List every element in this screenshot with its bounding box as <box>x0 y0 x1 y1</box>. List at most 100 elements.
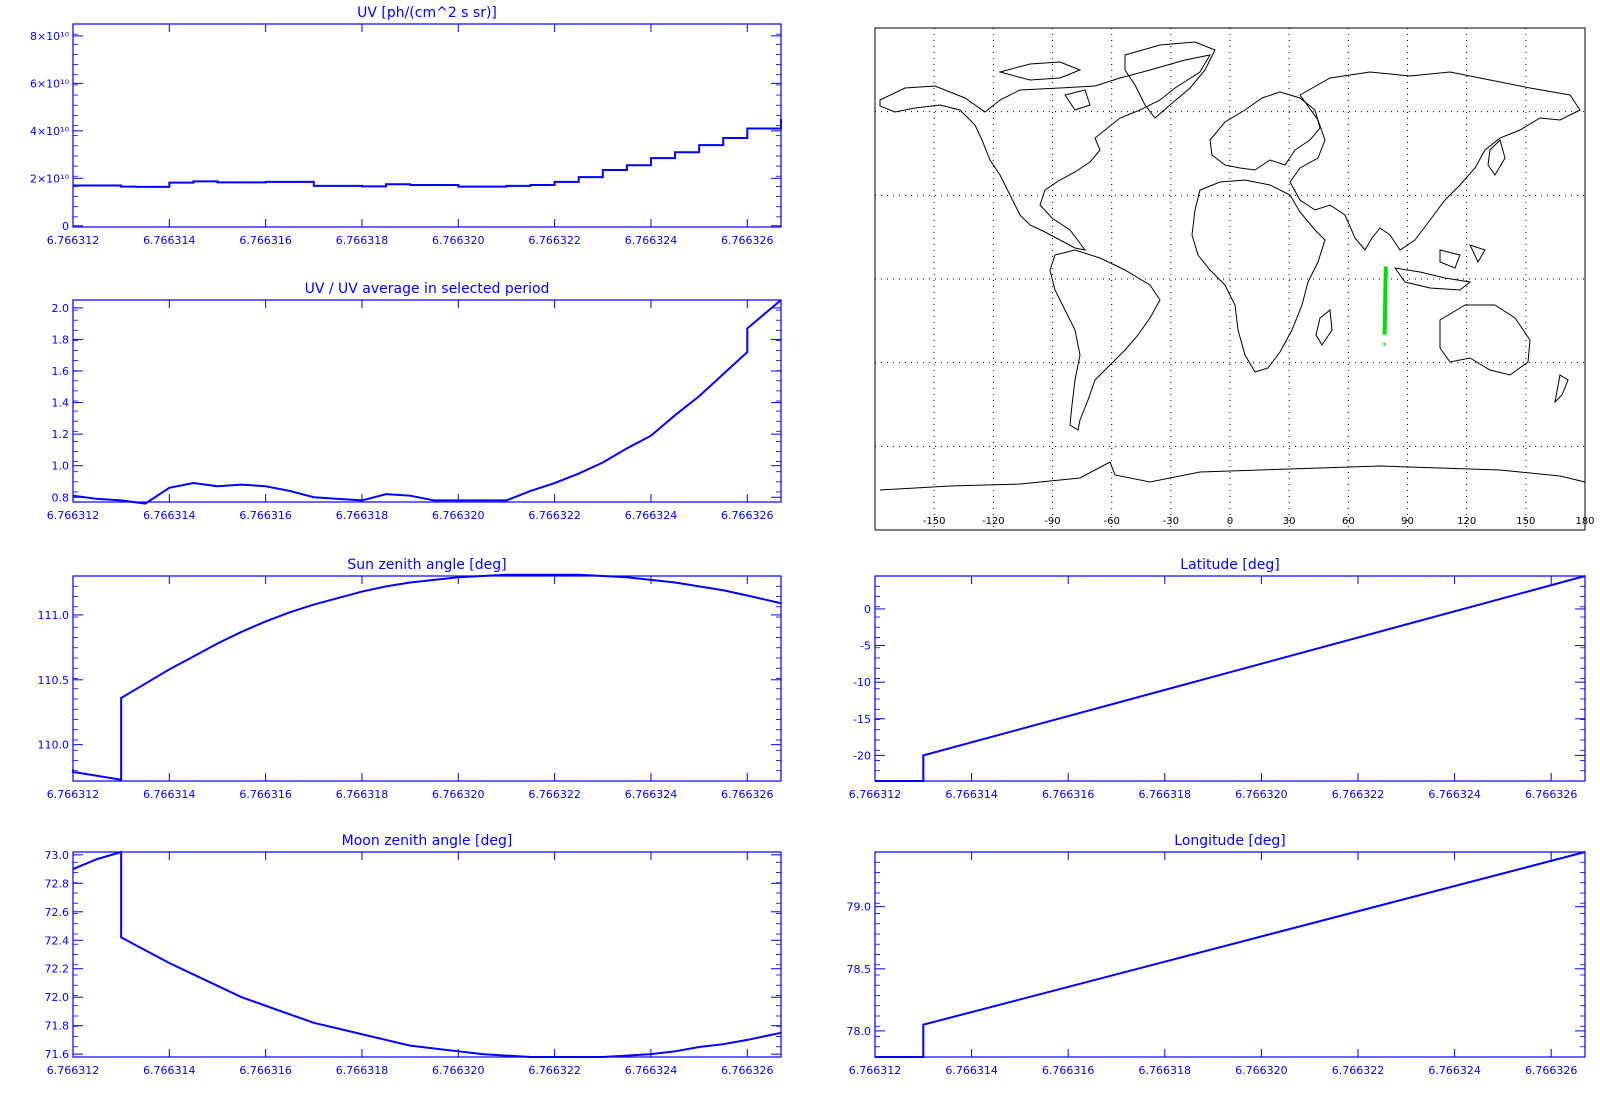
x-tick-label: 6.766322 <box>1332 788 1385 801</box>
x-tick-label: 6.766318 <box>1139 1064 1192 1077</box>
map-x-tick-label: -120 <box>982 516 1005 527</box>
coast-south-america <box>1049 249 1161 431</box>
y-tick-label: 72.2 <box>45 963 70 976</box>
series-line <box>72 850 782 1058</box>
x-tick-label: 6.766316 <box>239 788 292 801</box>
x-tick-label: 6.766312 <box>47 1064 100 1077</box>
x-tick-label: 6.766312 <box>47 234 100 247</box>
y-tick-label: 6×10¹⁰ <box>30 77 70 90</box>
x-tick-label: 6.766316 <box>239 1064 292 1077</box>
x-tick-label: 6.766326 <box>1525 788 1578 801</box>
track-line <box>1382 266 1388 335</box>
series-line <box>875 851 1586 1058</box>
x-tick-label: 6.766324 <box>625 234 678 247</box>
x-tick-label: 6.766324 <box>625 788 678 801</box>
x-tick-label: 6.766316 <box>239 509 292 522</box>
y-tick-label: 8×10¹⁰ <box>30 30 70 43</box>
y-tick-label: 110.0 <box>38 739 70 752</box>
x-tick-label: 6.766326 <box>721 234 774 247</box>
map-x-tick-label: -30 <box>1163 516 1179 527</box>
chart-title: Moon zenith angle [deg] <box>342 833 513 849</box>
x-tick-label: 6.766314 <box>143 234 196 247</box>
plot-frame <box>72 299 782 503</box>
map-x-tick-label: -90 <box>1044 516 1060 527</box>
y-tick-label: 2.0 <box>52 302 70 315</box>
coast-madagascar <box>1315 309 1333 346</box>
chart-title: Longitude [deg] <box>1174 833 1285 849</box>
y-tick-label: 111.0 <box>38 609 70 622</box>
x-tick-label: 6.766326 <box>721 1064 774 1077</box>
coast-asia <box>1289 71 1581 251</box>
x-tick-label: 6.766314 <box>945 1064 998 1077</box>
x-tick-label: 6.766314 <box>143 509 196 522</box>
x-tick-label: 6.766318 <box>1139 788 1192 801</box>
x-tick-label: 6.766320 <box>432 509 485 522</box>
x-tick-label: 6.766320 <box>432 234 485 247</box>
x-tick-label: 6.766326 <box>721 509 774 522</box>
x-tick-label: 6.766322 <box>528 1064 581 1077</box>
track-end-marker: * <box>1382 341 1387 352</box>
x-tick-label: 6.766312 <box>47 509 100 522</box>
x-tick-label: 6.766326 <box>721 788 774 801</box>
map-coastlines <box>879 41 1586 491</box>
y-tick-label: 1.0 <box>52 460 70 473</box>
y-tick-label: -15 <box>853 713 871 726</box>
x-tick-label: 6.766320 <box>432 1064 485 1077</box>
coast-greenland <box>1124 41 1216 119</box>
x-tick-label: 6.766324 <box>625 509 678 522</box>
map-x-tick-label: 30 <box>1283 516 1296 527</box>
x-tick-label: 6.766322 <box>1332 1064 1385 1077</box>
y-tick-label: 1.2 <box>52 428 70 441</box>
coast-indonesia <box>1393 244 1486 291</box>
chart-title: UV / UV average in selected period <box>305 281 550 297</box>
latitude-chart: Latitude [deg] 6.766312 6.766314 6.766316 6.… <box>849 557 1586 801</box>
y-tick-label: 0 <box>62 220 69 233</box>
sun-zenith-chart: Sun zenith angle [deg] 6.766312 6.766314 6.… <box>38 557 782 801</box>
chart-title: UV [ph/(cm^2 s sr)] <box>357 5 497 21</box>
x-tick-label: 6.766324 <box>625 1064 678 1077</box>
y-tick-label: -20 <box>853 749 871 762</box>
x-tick-label: 6.766320 <box>432 788 485 801</box>
x-tick-label: 6.766316 <box>239 234 292 247</box>
y-tick-label: 72.6 <box>45 906 70 919</box>
x-tick-label: 6.766322 <box>528 509 581 522</box>
y-tick-label: 1.6 <box>52 365 70 378</box>
coast-africa <box>1191 179 1326 373</box>
plot-frame <box>72 23 782 228</box>
y-tick-label: 0 <box>864 603 871 616</box>
uv-chart: UV [ph/(cm^2 s sr)] 6.766312 6.766314 6.766… <box>30 5 782 247</box>
map-x-tick-label: 180 <box>1575 516 1594 527</box>
world-map: * -150 -120 -90 -60 -30 0 30 60 90 120 150 180 <box>874 27 1595 531</box>
y-tick-label: 110.5 <box>38 674 70 687</box>
x-tick-label: 6.766314 <box>143 1064 196 1077</box>
x-tick-label: 6.766312 <box>47 788 100 801</box>
x-tick-label: 6.766326 <box>1525 1064 1578 1077</box>
satellite-track: * <box>1382 266 1388 352</box>
x-tick-label: 6.766316 <box>1042 1064 1095 1077</box>
chart-title: Latitude [deg] <box>1180 557 1279 573</box>
map-longitude-ticks: -150 -120 -90 -60 -30 0 30 60 90 120 150 180 <box>923 516 1595 527</box>
x-tick-label: 6.766318 <box>336 234 389 247</box>
y-tick-label: -10 <box>853 676 871 689</box>
x-tick-label: 6.766320 <box>1235 1064 1288 1077</box>
y-tick-label: 79.0 <box>847 901 872 914</box>
y-tick-label: -5 <box>860 640 871 653</box>
x-tick-label: 6.766322 <box>528 788 581 801</box>
longitude-chart: Longitude [deg] 6.766312 6.766314 6.766316 6… <box>847 833 1586 1077</box>
series-line <box>72 299 782 505</box>
y-tick-label: 78.0 <box>847 1025 872 1038</box>
coast-new-zealand <box>1554 374 1569 404</box>
map-x-tick-label: 60 <box>1342 516 1355 527</box>
y-tick-label: 2×10¹⁰ <box>30 172 70 185</box>
x-tick-label: 6.766314 <box>143 788 196 801</box>
x-tick-label: 6.766322 <box>528 234 581 247</box>
series-line <box>72 573 782 781</box>
y-tick-label: 72.4 <box>45 934 70 947</box>
y-tick-label: 1.4 <box>52 397 70 410</box>
coast-japan <box>1487 139 1506 176</box>
plot-frame <box>72 851 782 1058</box>
coast-antarctica <box>879 461 1586 491</box>
series-line <box>875 575 1586 782</box>
x-tick-label: 6.766324 <box>1428 1064 1481 1077</box>
map-graticule <box>875 28 1585 530</box>
